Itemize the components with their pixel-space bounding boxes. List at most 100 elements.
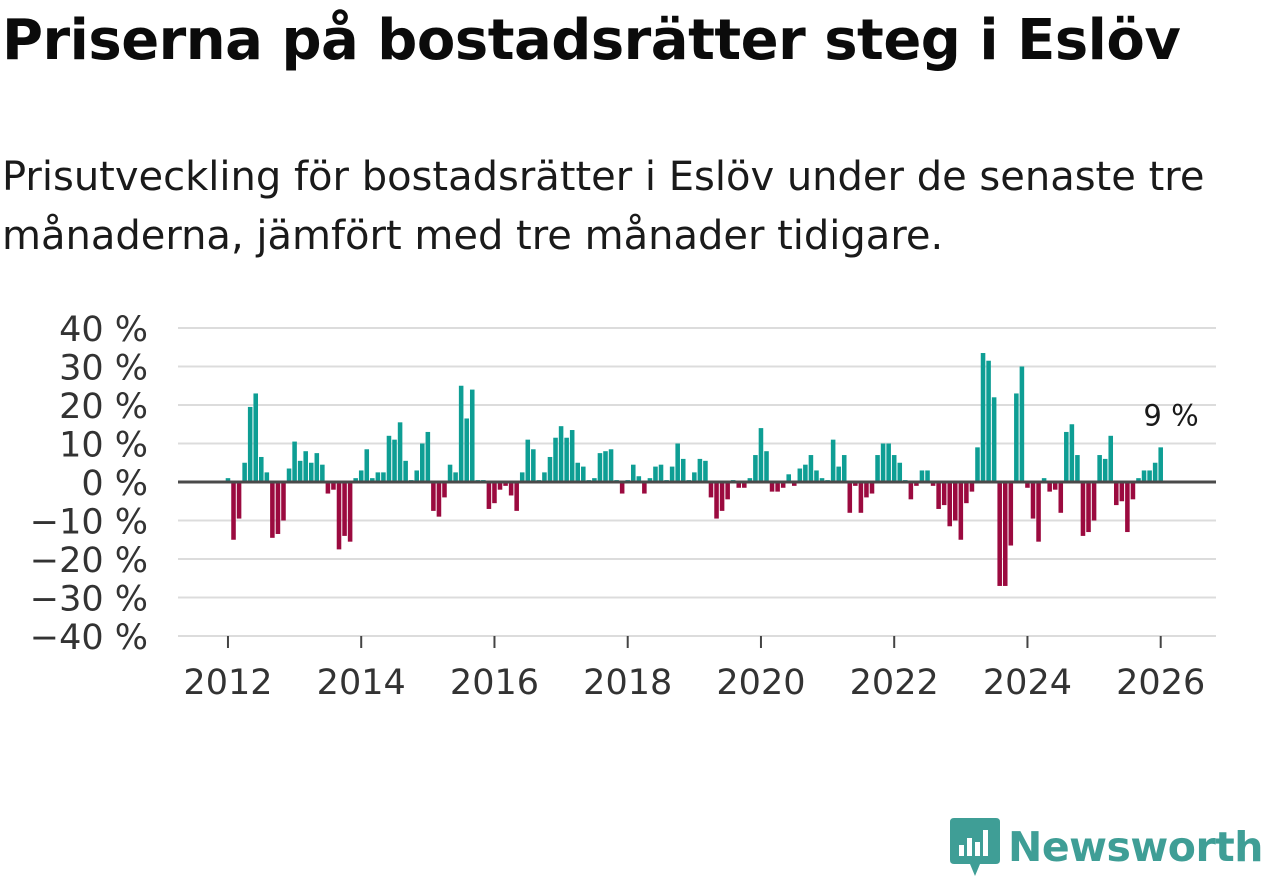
bar xyxy=(1136,478,1141,482)
bar xyxy=(780,482,786,488)
bar xyxy=(1141,470,1147,482)
bar xyxy=(564,437,569,482)
y-tick-label: −10 % xyxy=(30,503,148,543)
bar xyxy=(836,466,841,482)
bar xyxy=(736,482,742,488)
price-change-bar-chart: 40 %30 %20 %10 %0 %−10 %−20 %−30 %−40 % … xyxy=(30,310,1216,703)
bar xyxy=(497,482,503,490)
y-tick-label: 10 % xyxy=(59,426,148,466)
bar xyxy=(270,482,275,538)
bar xyxy=(403,460,408,482)
bar xyxy=(1091,482,1097,521)
bar xyxy=(786,474,791,482)
bar xyxy=(1019,366,1025,482)
bar xyxy=(997,482,1002,586)
bar xyxy=(558,426,564,482)
bar xyxy=(297,460,303,482)
bar xyxy=(381,472,386,482)
bar xyxy=(975,447,980,482)
bar xyxy=(925,470,930,482)
bar xyxy=(941,482,947,506)
bar xyxy=(1119,482,1125,502)
y-tick-label: −20 % xyxy=(30,541,148,581)
bar xyxy=(397,422,403,482)
bar xyxy=(281,482,286,521)
bar xyxy=(1052,482,1058,490)
bar xyxy=(719,482,725,511)
bar xyxy=(675,443,680,482)
bar xyxy=(891,455,897,482)
bar xyxy=(597,453,603,482)
bar xyxy=(253,393,259,482)
bar xyxy=(819,478,825,482)
bar xyxy=(1114,482,1119,506)
bar xyxy=(525,439,531,482)
bar xyxy=(519,472,525,482)
bar xyxy=(453,472,458,482)
bar xyxy=(553,437,558,482)
bar xyxy=(464,418,469,482)
bar xyxy=(908,482,914,500)
bar xyxy=(486,482,492,509)
bar xyxy=(1058,482,1064,513)
bar xyxy=(1108,435,1114,482)
newsworthy-logo: Newsworthy xyxy=(950,818,1262,876)
bar xyxy=(1002,482,1008,586)
y-tick-label: 30 % xyxy=(59,349,148,389)
bar xyxy=(531,449,536,482)
bar xyxy=(875,455,880,482)
chart-subtitle: Prisutveckling för bostadsrätter i Eslöv… xyxy=(2,154,1205,259)
bar xyxy=(669,466,675,482)
bar xyxy=(1014,393,1019,482)
x-tick-label: 2024 xyxy=(983,663,1072,703)
y-tick-label: −30 % xyxy=(30,580,148,620)
bar xyxy=(991,397,997,482)
bar xyxy=(336,482,342,550)
bar xyxy=(314,453,320,482)
x-tick-label: 2016 xyxy=(450,663,539,703)
bar xyxy=(986,360,991,482)
bar xyxy=(264,472,270,482)
bar xyxy=(458,385,464,482)
y-tick-label: 20 % xyxy=(59,387,148,427)
last-value-label: 9 % xyxy=(1143,398,1198,432)
bar xyxy=(225,478,231,482)
bar xyxy=(392,439,397,482)
bar xyxy=(231,482,236,540)
bar xyxy=(375,472,381,482)
bar xyxy=(692,472,697,482)
bar xyxy=(1158,447,1163,482)
bar xyxy=(1147,470,1152,482)
bar xyxy=(880,443,886,482)
bar xyxy=(292,441,297,482)
bar xyxy=(275,482,281,534)
y-tick-label: −40 % xyxy=(30,618,148,658)
bar xyxy=(503,482,508,486)
bar xyxy=(886,443,891,482)
y-axis-labels: 40 %30 %20 %10 %0 %−10 %−20 %−30 %−40 % xyxy=(30,310,148,658)
bar xyxy=(758,428,764,482)
x-tick-label: 2012 xyxy=(183,663,272,703)
bar xyxy=(608,449,614,482)
bar xyxy=(1064,431,1069,482)
bar xyxy=(764,451,769,482)
bar xyxy=(803,464,808,482)
bar xyxy=(247,406,253,482)
bar xyxy=(1069,424,1075,482)
bar xyxy=(508,482,514,496)
bar xyxy=(447,464,453,482)
newsworthy-logo-text: Newsworthy xyxy=(1008,823,1262,871)
bar xyxy=(1102,458,1108,482)
bar xyxy=(742,482,747,488)
bar xyxy=(592,478,597,482)
bar xyxy=(953,482,958,521)
bar xyxy=(386,435,392,482)
bar xyxy=(636,476,642,482)
bar xyxy=(420,443,425,482)
bar xyxy=(747,478,753,482)
bar xyxy=(808,455,814,482)
bar xyxy=(575,462,581,482)
bar xyxy=(1030,482,1036,519)
bar xyxy=(697,458,703,482)
bar xyxy=(919,470,925,482)
